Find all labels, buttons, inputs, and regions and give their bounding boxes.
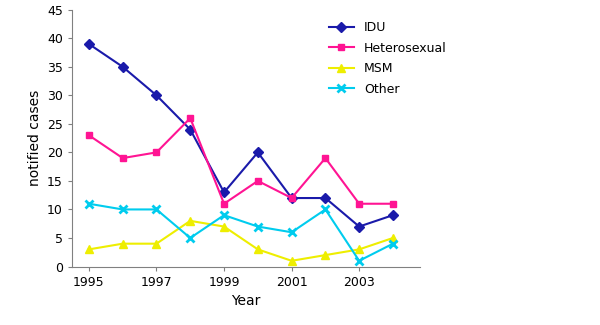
- Heterosexual: [389, 202, 397, 206]
- IDU: [356, 225, 363, 228]
- IDU: [254, 150, 262, 154]
- X-axis label: Year: Year: [232, 294, 260, 308]
- MSM: [85, 247, 92, 251]
- MSM: [322, 253, 329, 257]
- IDU: [322, 196, 329, 200]
- Line: Heterosexual: Heterosexual: [85, 115, 397, 207]
- MSM: [389, 236, 397, 240]
- MSM: [187, 219, 194, 223]
- Heterosexual: [254, 179, 262, 183]
- Heterosexual: [153, 150, 160, 154]
- MSM: [153, 242, 160, 246]
- Line: MSM: MSM: [85, 217, 397, 265]
- Line: Other: Other: [85, 200, 397, 265]
- IDU: [85, 42, 92, 46]
- Legend: IDU, Heterosexual, MSM, Other: IDU, Heterosexual, MSM, Other: [329, 21, 446, 96]
- Other: [220, 213, 227, 217]
- Heterosexual: [119, 156, 126, 160]
- Other: [322, 207, 329, 211]
- Y-axis label: notified cases: notified cases: [28, 90, 41, 186]
- Other: [356, 259, 363, 263]
- MSM: [356, 247, 363, 251]
- IDU: [220, 190, 227, 194]
- Other: [389, 242, 397, 246]
- MSM: [220, 225, 227, 228]
- MSM: [288, 259, 295, 263]
- Other: [85, 202, 92, 206]
- IDU: [153, 93, 160, 97]
- Heterosexual: [322, 156, 329, 160]
- Other: [119, 207, 126, 211]
- Other: [254, 225, 262, 228]
- IDU: [288, 196, 295, 200]
- Heterosexual: [85, 133, 92, 137]
- Heterosexual: [356, 202, 363, 206]
- Heterosexual: [220, 202, 227, 206]
- IDU: [187, 128, 194, 132]
- IDU: [389, 213, 397, 217]
- MSM: [254, 247, 262, 251]
- Other: [288, 230, 295, 234]
- Heterosexual: [288, 196, 295, 200]
- IDU: [119, 65, 126, 69]
- Other: [187, 236, 194, 240]
- Line: IDU: IDU: [85, 41, 397, 230]
- Heterosexual: [187, 116, 194, 120]
- MSM: [119, 242, 126, 246]
- Other: [153, 207, 160, 211]
